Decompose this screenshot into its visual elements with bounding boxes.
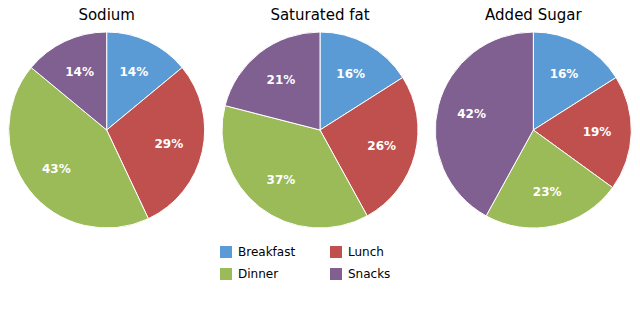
pie-slice	[225, 32, 320, 130]
chart-title: Added Sugar	[485, 6, 582, 24]
data-label: 42%	[457, 107, 486, 121]
legend-swatch	[330, 268, 342, 280]
chart-title: Sodium	[78, 6, 135, 24]
pie-group: 14% 29% 43% 14%	[9, 32, 205, 228]
data-label: 16%	[336, 67, 365, 81]
legend-label: Snacks	[348, 267, 390, 281]
data-label: 43%	[42, 162, 71, 176]
data-label: 21%	[267, 73, 296, 87]
data-label: 16%	[550, 67, 579, 81]
legend-swatch	[330, 246, 342, 258]
chart-title: Saturated fat	[270, 6, 369, 24]
legend-swatch	[220, 268, 232, 280]
data-label: 14%	[65, 65, 94, 79]
data-label: 37%	[267, 173, 296, 187]
pie-slice	[31, 32, 107, 130]
pie-group: 16% 26% 37% 21%	[222, 32, 418, 228]
legend: Breakfast Lunch Dinner Snacks	[220, 245, 390, 281]
data-label: 23%	[533, 185, 562, 199]
data-label: 14%	[119, 65, 148, 79]
chart-svg: 14% 29% 43% 14% Sodium 16% 26% 37% 21% Saturated …	[0, 0, 640, 327]
data-label: 26%	[367, 139, 396, 153]
legend-swatch	[220, 246, 232, 258]
data-label: 29%	[154, 137, 183, 151]
data-label: 19%	[583, 125, 612, 139]
pie-slice	[435, 32, 533, 216]
legend-label: Lunch	[348, 245, 384, 259]
legend-label: Breakfast	[238, 245, 295, 259]
pie-group: 16% 19% 23% 42%	[435, 32, 631, 228]
legend-label: Dinner	[238, 267, 278, 281]
